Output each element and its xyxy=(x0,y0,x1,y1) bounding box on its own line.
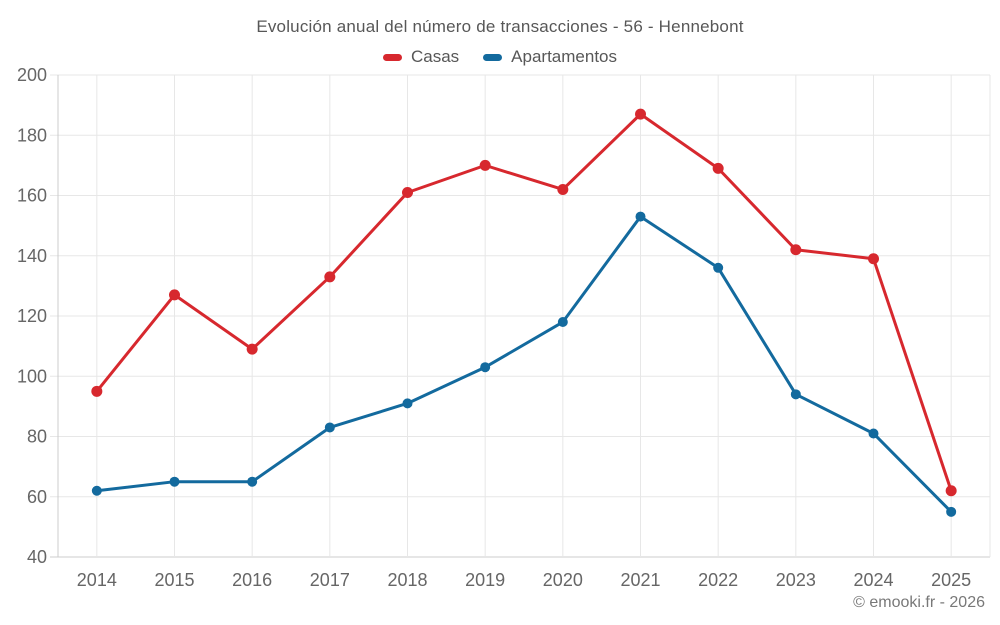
legend-item-apartamentos[interactable]: Apartamentos xyxy=(483,47,617,67)
data-point-casas-2022[interactable] xyxy=(712,162,724,174)
apartamentos-series-swatch-icon xyxy=(483,53,503,61)
data-point-casas-2016[interactable] xyxy=(246,343,258,355)
data-point-apartamentos-2023[interactable] xyxy=(790,389,801,400)
credits: © emooki.fr - 2026 xyxy=(853,594,985,611)
series-line-apartamentos xyxy=(95,215,953,514)
legend-item-casas[interactable]: Casas xyxy=(382,47,460,67)
x-tick-label: 2021 xyxy=(620,570,660,590)
y-tick-label: 200 xyxy=(17,65,47,85)
chart-title: Evolución anual del número de transaccio… xyxy=(256,17,744,36)
data-point-apartamentos-2022[interactable] xyxy=(713,262,724,273)
data-point-casas-2020[interactable] xyxy=(557,183,569,195)
legend-label-apartamentos: Apartamentos xyxy=(511,47,618,66)
y-tick-label: 160 xyxy=(17,186,47,206)
data-point-apartamentos-2019[interactable] xyxy=(480,362,491,373)
x-tick-label: 2022 xyxy=(698,570,738,590)
casas-series-swatch-icon xyxy=(382,53,402,61)
data-point-casas-2019[interactable] xyxy=(479,159,491,171)
x-tick-label: 2015 xyxy=(154,570,194,590)
data-point-apartamentos-2018[interactable] xyxy=(402,398,413,409)
data-point-apartamentos-2016[interactable] xyxy=(247,476,258,487)
x-tick-label: 2025 xyxy=(931,570,971,590)
x-tick-label: 2017 xyxy=(310,570,350,590)
data-point-casas-2025[interactable] xyxy=(945,485,957,497)
data-point-casas-2014[interactable] xyxy=(91,385,103,397)
x-tick-label: 2019 xyxy=(465,570,505,590)
y-tick-label: 100 xyxy=(17,366,47,386)
data-point-apartamentos-2024[interactable] xyxy=(868,428,879,439)
y-tick-label: 180 xyxy=(17,125,47,145)
data-point-casas-2024[interactable] xyxy=(868,253,879,265)
data-point-apartamentos-2020[interactable] xyxy=(557,317,568,328)
data-point-apartamentos-2025[interactable] xyxy=(946,506,957,517)
x-tick-label: 2020 xyxy=(543,570,583,590)
legend-label-casas: Casas xyxy=(410,47,460,66)
data-point-casas-2021[interactable] xyxy=(635,108,646,120)
x-tick-label: 2014 xyxy=(77,570,117,590)
y-tick-label: 80 xyxy=(27,427,47,447)
y-tick-label: 40 xyxy=(27,547,47,567)
series-line-casas xyxy=(95,112,953,493)
data-point-casas-2023[interactable] xyxy=(790,244,802,256)
data-point-casas-2018[interactable] xyxy=(402,186,413,198)
y-tick-label: 60 xyxy=(27,487,47,507)
x-tick-label: 2024 xyxy=(853,570,893,590)
data-point-apartamentos-2015[interactable] xyxy=(169,476,180,487)
data-point-casas-2015[interactable] xyxy=(169,289,180,301)
y-tick-label: 120 xyxy=(17,306,47,326)
y-tick-label: 140 xyxy=(17,246,47,266)
data-point-apartamentos-2014[interactable] xyxy=(91,485,102,496)
data-point-apartamentos-2021[interactable] xyxy=(635,211,646,222)
chart-legend: Casas Apartamentos xyxy=(0,47,1000,67)
x-tick-label: 2018 xyxy=(387,570,427,590)
x-tick-label: 2016 xyxy=(232,570,272,590)
data-point-casas-2017[interactable] xyxy=(324,271,336,283)
x-tick-label: 2023 xyxy=(776,570,816,590)
data-point-apartamentos-2017[interactable] xyxy=(324,422,335,433)
